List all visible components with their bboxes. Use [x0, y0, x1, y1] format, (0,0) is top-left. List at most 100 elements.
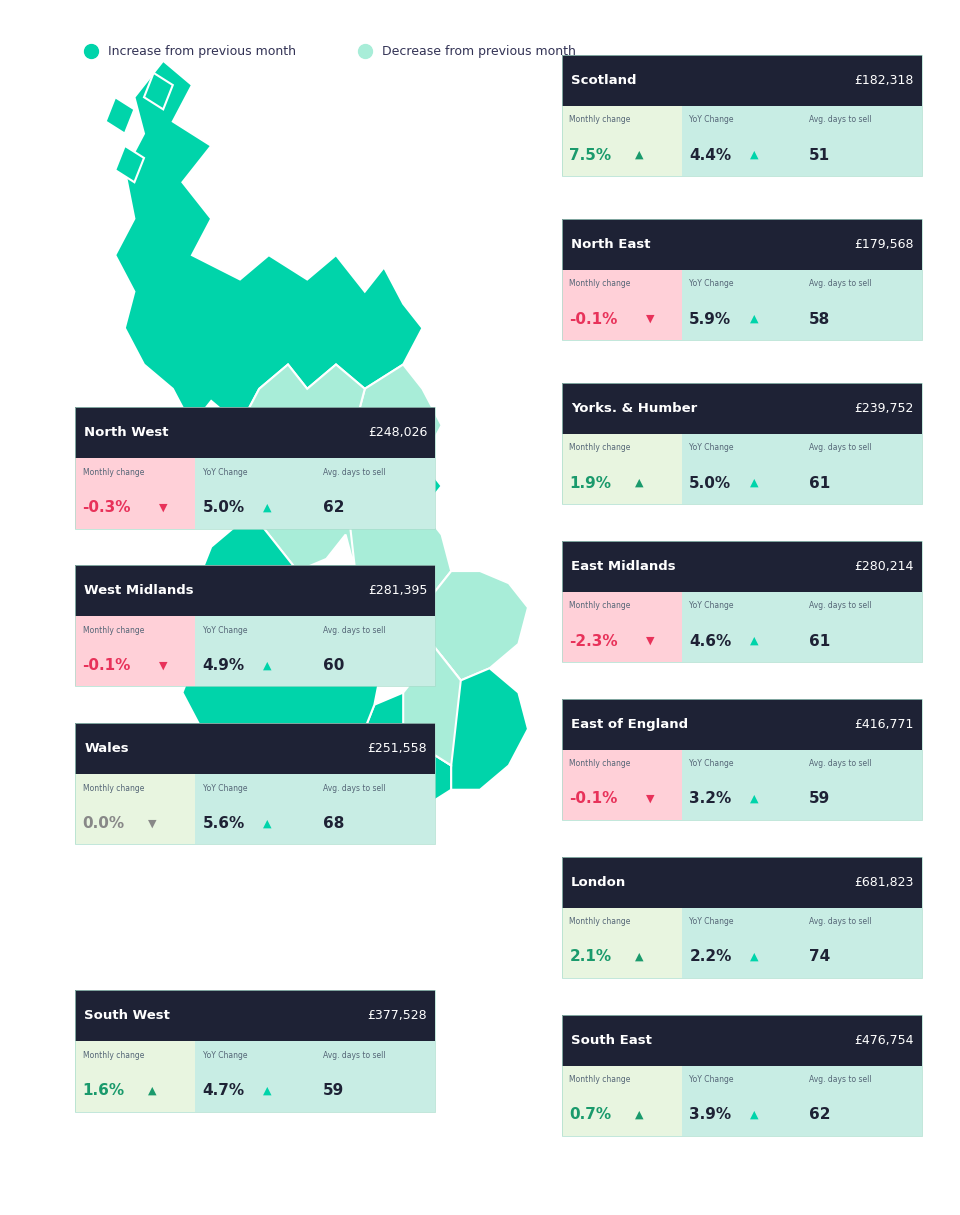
Text: South East: South East [571, 1034, 652, 1046]
Text: YoY Change: YoY Change [689, 759, 733, 768]
Text: 4.7%: 4.7% [203, 1083, 245, 1098]
Text: ▼: ▼ [148, 818, 156, 829]
Text: YoY Change: YoY Change [689, 279, 733, 288]
Text: 61: 61 [809, 475, 830, 491]
Text: £251,558: £251,558 [368, 742, 427, 755]
Text: Avg. days to sell: Avg. days to sell [809, 279, 872, 288]
Text: ▲: ▲ [148, 1085, 156, 1096]
Polygon shape [182, 608, 384, 790]
Text: £182,318: £182,318 [854, 74, 914, 86]
Text: ▲: ▲ [750, 149, 758, 160]
FancyBboxPatch shape [75, 774, 195, 844]
Polygon shape [115, 61, 422, 425]
Text: YoY Change: YoY Change [689, 601, 733, 610]
Text: 5.6%: 5.6% [203, 815, 245, 831]
Text: 5.9%: 5.9% [689, 311, 732, 327]
Text: 5.0%: 5.0% [689, 475, 732, 491]
Text: Avg. days to sell: Avg. days to sell [323, 468, 385, 476]
Text: -0.3%: -0.3% [83, 499, 132, 515]
Text: Monthly change: Monthly change [569, 115, 631, 124]
Polygon shape [365, 656, 528, 790]
Text: £377,528: £377,528 [368, 1010, 427, 1022]
FancyBboxPatch shape [195, 616, 435, 686]
Text: YoY Change: YoY Change [203, 468, 247, 476]
FancyBboxPatch shape [562, 908, 682, 978]
Text: £281,395: £281,395 [368, 584, 427, 597]
Text: Avg. days to sell: Avg. days to sell [809, 1075, 872, 1084]
FancyBboxPatch shape [562, 1015, 922, 1066]
Text: ▲: ▲ [263, 502, 272, 513]
FancyBboxPatch shape [682, 592, 922, 662]
Text: 2.2%: 2.2% [689, 949, 732, 965]
Polygon shape [355, 364, 442, 462]
Text: Monthly change: Monthly change [569, 601, 631, 610]
Text: Avg. days to sell: Avg. days to sell [809, 115, 872, 124]
Text: 74: 74 [809, 949, 830, 965]
Text: ▼: ▼ [646, 313, 655, 324]
Text: ▲: ▲ [750, 951, 758, 962]
Text: £681,823: £681,823 [854, 876, 914, 888]
Text: 1.6%: 1.6% [83, 1083, 125, 1098]
Text: Decrease from previous month: Decrease from previous month [382, 45, 576, 57]
FancyBboxPatch shape [75, 565, 435, 616]
Text: Avg. days to sell: Avg. days to sell [809, 917, 872, 926]
Text: YoY Change: YoY Change [203, 626, 247, 634]
Text: 4.4%: 4.4% [689, 147, 732, 163]
FancyBboxPatch shape [195, 774, 435, 844]
Text: £239,752: £239,752 [854, 402, 914, 414]
FancyBboxPatch shape [562, 750, 682, 820]
FancyBboxPatch shape [195, 458, 435, 529]
Polygon shape [422, 571, 528, 680]
Text: 58: 58 [809, 311, 830, 327]
Polygon shape [384, 753, 451, 802]
Text: ▲: ▲ [263, 1085, 272, 1096]
Text: ▼: ▼ [159, 502, 168, 513]
Polygon shape [403, 632, 461, 765]
Text: 68: 68 [323, 815, 344, 831]
FancyBboxPatch shape [682, 908, 922, 978]
Text: Monthly change: Monthly change [569, 1075, 631, 1084]
Text: 0.0%: 0.0% [83, 815, 125, 831]
Text: ▲: ▲ [635, 1109, 643, 1120]
Text: ▲: ▲ [635, 149, 643, 160]
FancyBboxPatch shape [682, 750, 922, 820]
Text: London: London [571, 876, 627, 888]
FancyBboxPatch shape [75, 1041, 195, 1112]
Polygon shape [317, 425, 442, 522]
Text: ▼: ▼ [646, 793, 655, 804]
FancyBboxPatch shape [562, 857, 922, 908]
Text: ▲: ▲ [635, 951, 643, 962]
Polygon shape [259, 462, 355, 571]
Text: Monthly change: Monthly change [83, 1051, 144, 1059]
FancyBboxPatch shape [562, 434, 682, 504]
Text: East of England: East of England [571, 718, 688, 730]
Text: Monthly change: Monthly change [83, 626, 144, 634]
Text: Scotland: Scotland [571, 74, 636, 86]
Text: Monthly change: Monthly change [569, 759, 631, 768]
Text: -0.1%: -0.1% [83, 657, 131, 673]
Text: ▲: ▲ [750, 313, 758, 324]
Text: ▲: ▲ [635, 477, 643, 488]
Text: 0.7%: 0.7% [569, 1107, 612, 1123]
Text: ▲: ▲ [750, 477, 758, 488]
Text: -2.3%: -2.3% [569, 633, 618, 649]
Text: YoY Change: YoY Change [689, 1075, 733, 1084]
Text: ▲: ▲ [750, 793, 758, 804]
FancyBboxPatch shape [562, 55, 922, 106]
Text: 59: 59 [323, 1083, 344, 1098]
Text: ▼: ▼ [159, 660, 168, 671]
FancyBboxPatch shape [562, 1066, 682, 1136]
Text: 1.9%: 1.9% [569, 475, 612, 491]
Text: YoY Change: YoY Change [689, 443, 733, 452]
Text: Monthly change: Monthly change [569, 917, 631, 926]
Text: 51: 51 [809, 147, 830, 163]
Text: Increase from previous month: Increase from previous month [108, 45, 296, 57]
Text: YoY Change: YoY Change [203, 1051, 247, 1059]
Text: Monthly change: Monthly change [83, 468, 144, 476]
Text: North East: North East [571, 238, 651, 250]
Text: 62: 62 [323, 499, 344, 515]
Polygon shape [192, 522, 298, 644]
Text: South West: South West [84, 1010, 170, 1022]
Text: Avg. days to sell: Avg. days to sell [323, 784, 385, 792]
FancyBboxPatch shape [75, 407, 435, 458]
